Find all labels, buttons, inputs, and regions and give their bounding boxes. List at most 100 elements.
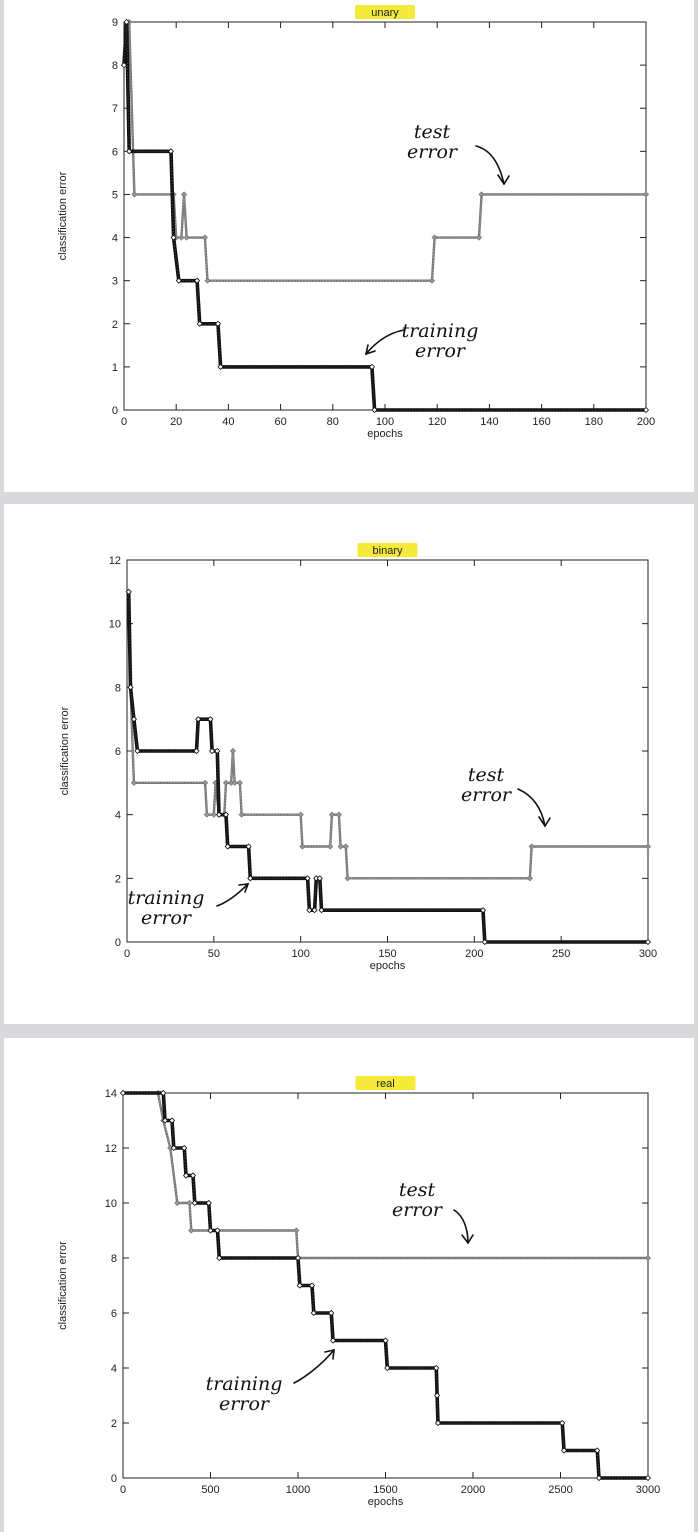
test-error-point (475, 234, 483, 241)
annotation-text: error (415, 340, 467, 362)
training-error-point (214, 747, 221, 755)
training-error-point (191, 1199, 198, 1207)
test-error-point (642, 191, 650, 198)
y-tick-label: 4 (111, 1363, 117, 1375)
test-error-point (130, 779, 138, 786)
training-error-point (371, 406, 378, 414)
test-error-series (119, 1089, 652, 1262)
annotation-arrowhead (324, 1348, 335, 1360)
test-error-point (236, 779, 243, 786)
test-error-point (644, 1254, 652, 1262)
annotation-arrowhead (538, 816, 551, 828)
training-error-point (479, 907, 487, 914)
training-error-point (194, 277, 201, 284)
training-error-point (161, 1117, 169, 1124)
y-tick-label: 0 (112, 405, 118, 417)
training-error-point (175, 277, 182, 284)
x-tick-label: 3000 (636, 1484, 660, 1496)
training-error-point (434, 1392, 441, 1399)
training-error-point (130, 716, 138, 723)
x-tick-label: 200 (637, 416, 655, 428)
training-error-point (310, 1309, 317, 1317)
x-tick-label: 140 (480, 416, 498, 428)
test-error-point (180, 191, 188, 198)
training-error-point (304, 875, 311, 882)
chart-panel-real: real 0 500 1000 1500 2000 2500 3000 0 2 4 6 8 10 12 14 e… (4, 1038, 694, 1532)
annotation-text: error (141, 907, 193, 929)
training-error-point (247, 875, 254, 882)
training-error-point (214, 320, 222, 327)
training-error-point (318, 907, 325, 914)
training-error-point (296, 1282, 303, 1289)
training-error-series (119, 1089, 652, 1482)
training-error-point (308, 1282, 316, 1289)
plot-frame (126, 559, 649, 943)
training-error-point (205, 1199, 212, 1207)
plot-frame (123, 21, 647, 411)
x-tick-label: 100 (291, 948, 309, 960)
annotation-arrowhead (238, 883, 250, 893)
training-error-line (126, 591, 648, 944)
training-error-point (382, 1337, 389, 1344)
annotation-text: test (468, 764, 505, 786)
training-error-point (224, 843, 231, 850)
test-error-point (131, 191, 138, 198)
test-error-texture (128, 591, 648, 879)
training-error-point (434, 1419, 442, 1427)
title-highlight (355, 5, 415, 19)
training-error-point (207, 1227, 214, 1234)
training-error-point (316, 875, 323, 882)
training-error-point (123, 18, 130, 26)
annotation-arrowhead (497, 174, 510, 186)
annotation-text: test (414, 121, 451, 143)
test-error-point (174, 1199, 181, 1207)
y-tick-label: 1 (112, 362, 118, 374)
y-tick-label: 6 (115, 746, 121, 758)
training-error-point (433, 1364, 440, 1372)
training-error-point (167, 148, 175, 155)
test-error-point (528, 843, 535, 850)
x-tick-label: 160 (532, 416, 550, 428)
training-error-point (127, 684, 134, 691)
training-error-point (329, 1337, 337, 1344)
training-error-point (215, 811, 223, 818)
annotation-text: error (407, 141, 459, 163)
test-error-point (328, 811, 335, 818)
chart-real: real 0 500 1000 1500 2000 2500 3000 0 2 4 6 8 10 12 14 e… (57, 1076, 660, 1508)
chart-unary: unary 0 20 40 60 80 100 120 140 160 180 200 0 1 2 3 4 5 6 7… (57, 5, 655, 440)
test-error-point (201, 234, 208, 241)
training-error-point (170, 234, 177, 241)
y-tick-label: 2 (111, 1418, 117, 1430)
y-tick-label: 4 (112, 233, 118, 245)
y-tick-label: 12 (109, 555, 121, 567)
training-error-point (559, 1419, 566, 1427)
annotation-text: test (399, 1179, 436, 1201)
training-error-point (181, 1144, 188, 1152)
annotation-arrow (216, 883, 249, 907)
test-error-point (327, 843, 334, 850)
test-error-point (204, 277, 211, 284)
y-tick-label: 14 (105, 1088, 117, 1100)
training-error-point (642, 406, 650, 414)
test-error-point (186, 1199, 193, 1207)
training-error-point (328, 1309, 335, 1317)
training-error-texture (123, 1092, 648, 1479)
training-error-texture (123, 21, 646, 411)
title-highlight (355, 1076, 416, 1090)
y-tick-label: 2 (112, 319, 118, 331)
training-error-point (644, 1474, 652, 1482)
annotation-arrowhead (461, 1234, 474, 1245)
y-axis-label: classification error (57, 1241, 69, 1330)
annotation-text: training (206, 1373, 283, 1395)
test-error-line (123, 1091, 648, 1260)
x-tick-label: 2500 (548, 1484, 572, 1496)
x-tick-label: 200 (465, 948, 483, 960)
training-error-point (189, 1172, 197, 1179)
test-error-point (178, 234, 185, 241)
training-error-texture (128, 591, 648, 943)
training-error-series (125, 588, 652, 946)
x-tick-label: 150 (378, 948, 396, 960)
y-tick-label: 6 (111, 1308, 117, 1320)
training-error-point (207, 716, 214, 723)
